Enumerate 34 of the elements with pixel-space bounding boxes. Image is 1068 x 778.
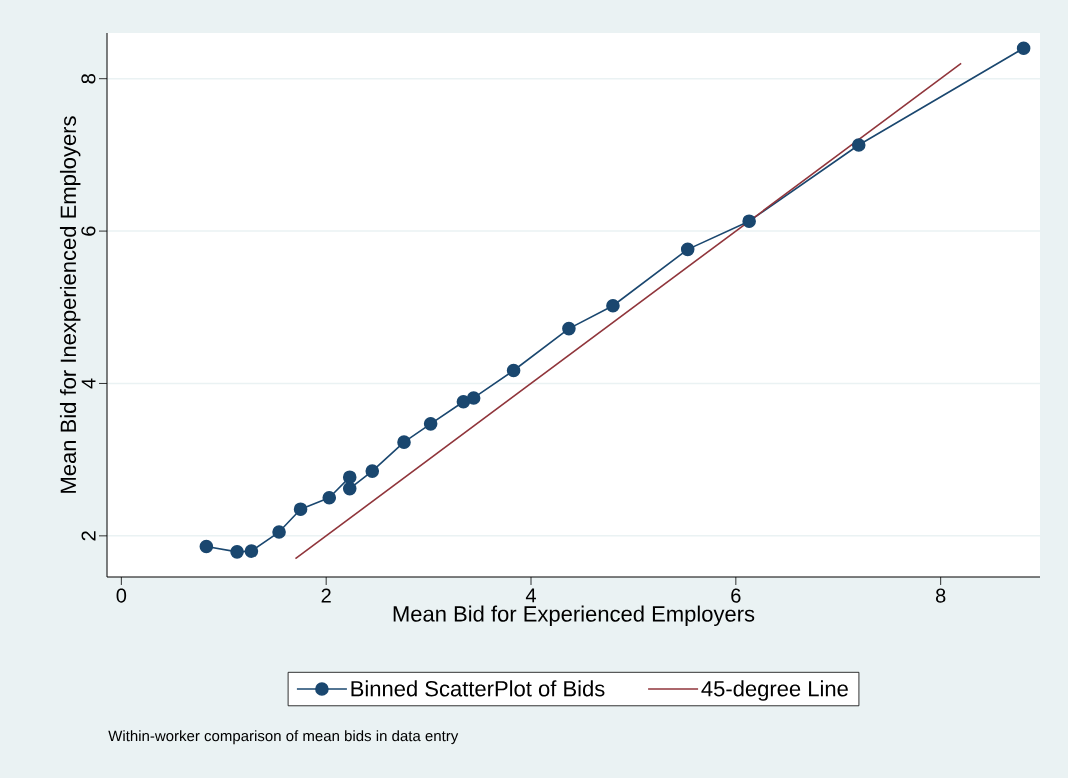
point [293, 502, 308, 516]
y-tick-label: 2 [81, 531, 96, 541]
legend-label: 45-degree Line [701, 680, 848, 701]
point [456, 394, 471, 409]
point [365, 464, 380, 478]
point [322, 490, 337, 505]
y-tick-label: 8 [81, 74, 96, 84]
x-tick-label: 6 [731, 588, 741, 603]
point [742, 214, 756, 228]
point [423, 417, 438, 431]
y-axis-title: Mean Bid for Inexperienced Employers [59, 116, 81, 493]
x-axis-title: Mean Bid for Experienced Employers [393, 605, 755, 627]
x-tick-label: 2 [321, 588, 331, 603]
point [680, 242, 695, 257]
point [1016, 41, 1031, 56]
x-tick-label: 0 [116, 588, 127, 603]
point [342, 470, 357, 484]
point [606, 298, 620, 313]
point [466, 391, 481, 405]
x-tick-label: 4 [525, 588, 536, 603]
point [562, 321, 576, 336]
x-tick-label: 8 [935, 588, 946, 603]
point [230, 545, 244, 559]
point [851, 138, 866, 152]
point [342, 481, 357, 496]
y-tick-label: 4 [81, 378, 96, 389]
point [506, 363, 521, 378]
text: Within-worker comparison of mean bids in data entry [108, 730, 459, 745]
legend-label: Binned ScatterPlot of Bids [351, 680, 605, 697]
point [272, 525, 286, 539]
point [397, 435, 411, 449]
point [199, 539, 214, 554]
y-tick-label: 6 [81, 226, 96, 236]
point [244, 544, 259, 558]
